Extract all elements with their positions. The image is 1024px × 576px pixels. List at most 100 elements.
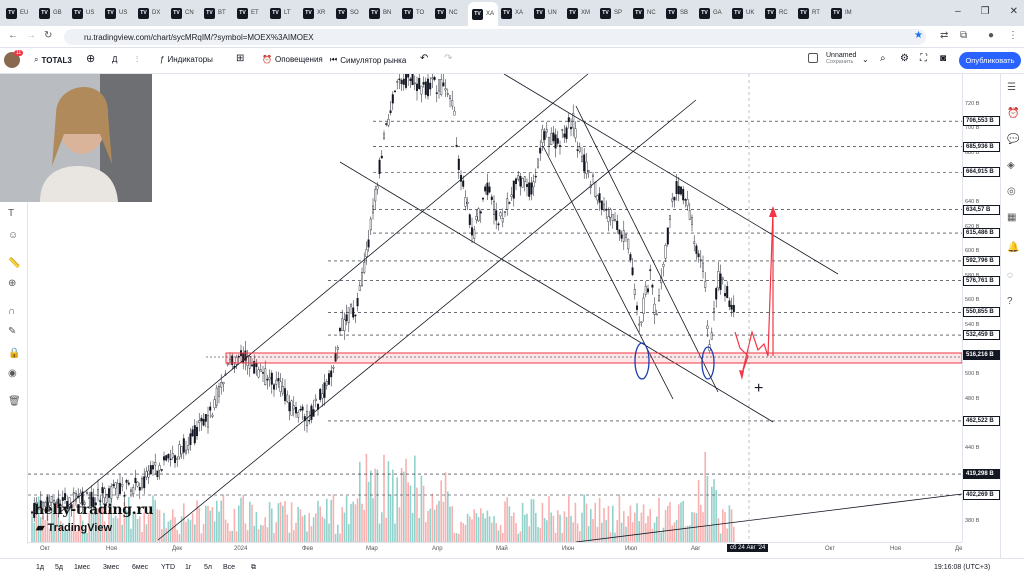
bookmark-star-icon[interactable]: ★: [914, 30, 923, 41]
symbol-search[interactable]: ⌕ TOTAL3: [34, 55, 72, 65]
fullscreen-icon[interactable]: ⛶: [920, 53, 927, 64]
candle-body: [453, 110, 456, 116]
browser-tab[interactable]: TV NC: [435, 4, 458, 22]
range-button[interactable]: 3мес: [103, 564, 120, 571]
browser-tab[interactable]: TV ET: [237, 4, 259, 22]
profile-avatar[interactable]: ●: [988, 30, 995, 41]
layouts-icon[interactable]: ⊞: [236, 53, 245, 64]
browser-tab[interactable]: TV DX: [138, 4, 160, 22]
price-tick: 380 В: [965, 518, 980, 525]
notifications-icon[interactable]: 🔔: [1007, 242, 1020, 253]
browser-tab[interactable]: TV RC: [765, 4, 788, 22]
price-chart[interactable]: [28, 74, 962, 542]
browser-tab[interactable]: TV RT: [798, 4, 820, 22]
trash-icon[interactable]: 🗑: [8, 396, 21, 407]
candle-body: [107, 488, 110, 498]
translate-icon[interactable]: ⇄: [940, 30, 949, 41]
alerts-button[interactable]: ⏰ Оповещения: [262, 55, 323, 64]
text-tool-icon[interactable]: T: [8, 208, 15, 219]
candle-body: [548, 137, 551, 147]
layout-name-button[interactable]: Unnamed Сохранить: [826, 52, 856, 65]
minimize-icon[interactable]: –: [955, 6, 961, 17]
close-icon[interactable]: ✕: [1009, 6, 1018, 17]
layout-name: Unnamed: [826, 52, 857, 59]
browser-tab[interactable]: TV UK: [732, 4, 754, 22]
calendar-icon[interactable]: ▦: [1007, 212, 1017, 223]
extensions-icon[interactable]: ⧉: [960, 30, 968, 41]
browser-tab[interactable]: TV GB: [39, 4, 62, 22]
browser-tab[interactable]: TV IM: [831, 4, 852, 22]
range-button[interactable]: 6мес: [132, 564, 149, 571]
browser-tab[interactable]: TV TO: [402, 4, 424, 22]
descending-line-1: [339, 161, 774, 423]
browser-tab[interactable]: TV US: [105, 4, 127, 22]
publish-button[interactable]: Опубликовать: [959, 52, 1021, 69]
ruler-icon[interactable]: 📏: [8, 258, 21, 269]
layout-checkbox[interactable]: [808, 53, 818, 63]
volume-bar: [488, 516, 491, 542]
emoji-icon[interactable]: ☺: [8, 230, 19, 241]
maximize-icon[interactable]: ❐: [980, 6, 990, 17]
chevron-down-icon[interactable]: ⌄: [862, 55, 869, 64]
browser-tab[interactable]: TV CN: [171, 4, 194, 22]
candle-body: [673, 196, 676, 201]
eye-icon[interactable]: ◉: [8, 368, 17, 379]
range-button[interactable]: 5д: [55, 564, 63, 571]
browser-menu-icon[interactable]: ⋮: [1008, 30, 1018, 41]
volume-bar: [576, 523, 579, 542]
forward-icon[interactable]: →: [26, 30, 36, 41]
undo-icon[interactable]: ↶: [420, 53, 429, 64]
browser-tab[interactable]: TV EU: [6, 4, 28, 22]
layers-icon[interactable]: ◈: [1007, 160, 1015, 171]
indicators-button[interactable]: ƒ Индикаторы: [160, 55, 213, 64]
browser-tab[interactable]: TV US: [72, 4, 94, 22]
chat-icon[interactable]: 💬: [1007, 134, 1020, 145]
browser-tab[interactable]: TV SB: [666, 4, 688, 22]
browser-tab[interactable]: TV SO: [336, 4, 359, 22]
chart-type-icon[interactable]: ⫶: [136, 55, 138, 64]
broadcast-icon[interactable]: ◌: [1007, 270, 1013, 281]
browser-tab[interactable]: TV LT: [270, 4, 291, 22]
time-axis[interactable]: Окт Ноя Дек 2024 Фев Мар Апр Май Июн Июл Авг Окт Ноя…: [28, 542, 962, 558]
help-icon[interactable]: ?: [1007, 296, 1013, 307]
reload-icon[interactable]: ↻: [44, 30, 53, 41]
magnet-icon[interactable]: ∩: [8, 306, 16, 317]
volume-bar: [407, 482, 409, 542]
quick-search-icon[interactable]: ⌕: [880, 53, 886, 64]
range-button[interactable]: YTD: [161, 564, 175, 571]
interval-button[interactable]: Д: [112, 55, 117, 64]
range-button[interactable]: 5л: [204, 564, 212, 571]
browser-tab[interactable]: TV BN: [369, 4, 391, 22]
compare-button[interactable]: ⊕: [86, 52, 95, 65]
url-input[interactable]: ru.tradingview.com/chart/sycMRqIM/?symbo…: [64, 29, 926, 45]
alerts-panel-icon[interactable]: ⏰: [1007, 108, 1020, 119]
redo-icon[interactable]: ↷: [444, 53, 453, 64]
camera-icon[interactable]: ◙: [940, 53, 947, 64]
target-icon[interactable]: ◎: [1007, 186, 1016, 197]
browser-tab[interactable]: TV GA: [699, 4, 722, 22]
candle-body: [209, 406, 212, 411]
browser-tab[interactable]: TV XM: [567, 4, 590, 22]
zoom-icon[interactable]: ⊕: [8, 278, 17, 289]
browser-tab[interactable]: TV XR: [303, 4, 325, 22]
replay-button[interactable]: ⏮ Симулятор рынка: [330, 55, 406, 65]
settings-icon[interactable]: ⚙: [900, 53, 909, 64]
range-button[interactable]: Все: [223, 564, 236, 571]
browser-tab[interactable]: TV XA: [501, 4, 523, 22]
range-button[interactable]: 1мес: [74, 564, 91, 571]
range-button[interactable]: 1г: [185, 564, 192, 571]
range-button[interactable]: 1д: [36, 564, 44, 571]
date-range-icon[interactable]: ⧉: [251, 564, 256, 571]
pencil-lock-icon[interactable]: ✎: [8, 326, 17, 337]
browser-tab[interactable]: TV BT: [204, 4, 226, 22]
user-avatar[interactable]: 11: [4, 50, 24, 68]
browser-tab[interactable]: TV SP: [600, 4, 622, 22]
back-icon[interactable]: ←: [8, 30, 18, 41]
browser-tab[interactable]: TV XA: [468, 2, 499, 26]
browser-tab[interactable]: TV UN: [534, 4, 557, 22]
lock-icon[interactable]: 🔒: [8, 348, 21, 359]
watchlist-icon[interactable]: ☰: [1007, 82, 1016, 93]
volume-bar: [119, 512, 121, 542]
browser-tab[interactable]: TV NC: [633, 4, 656, 22]
